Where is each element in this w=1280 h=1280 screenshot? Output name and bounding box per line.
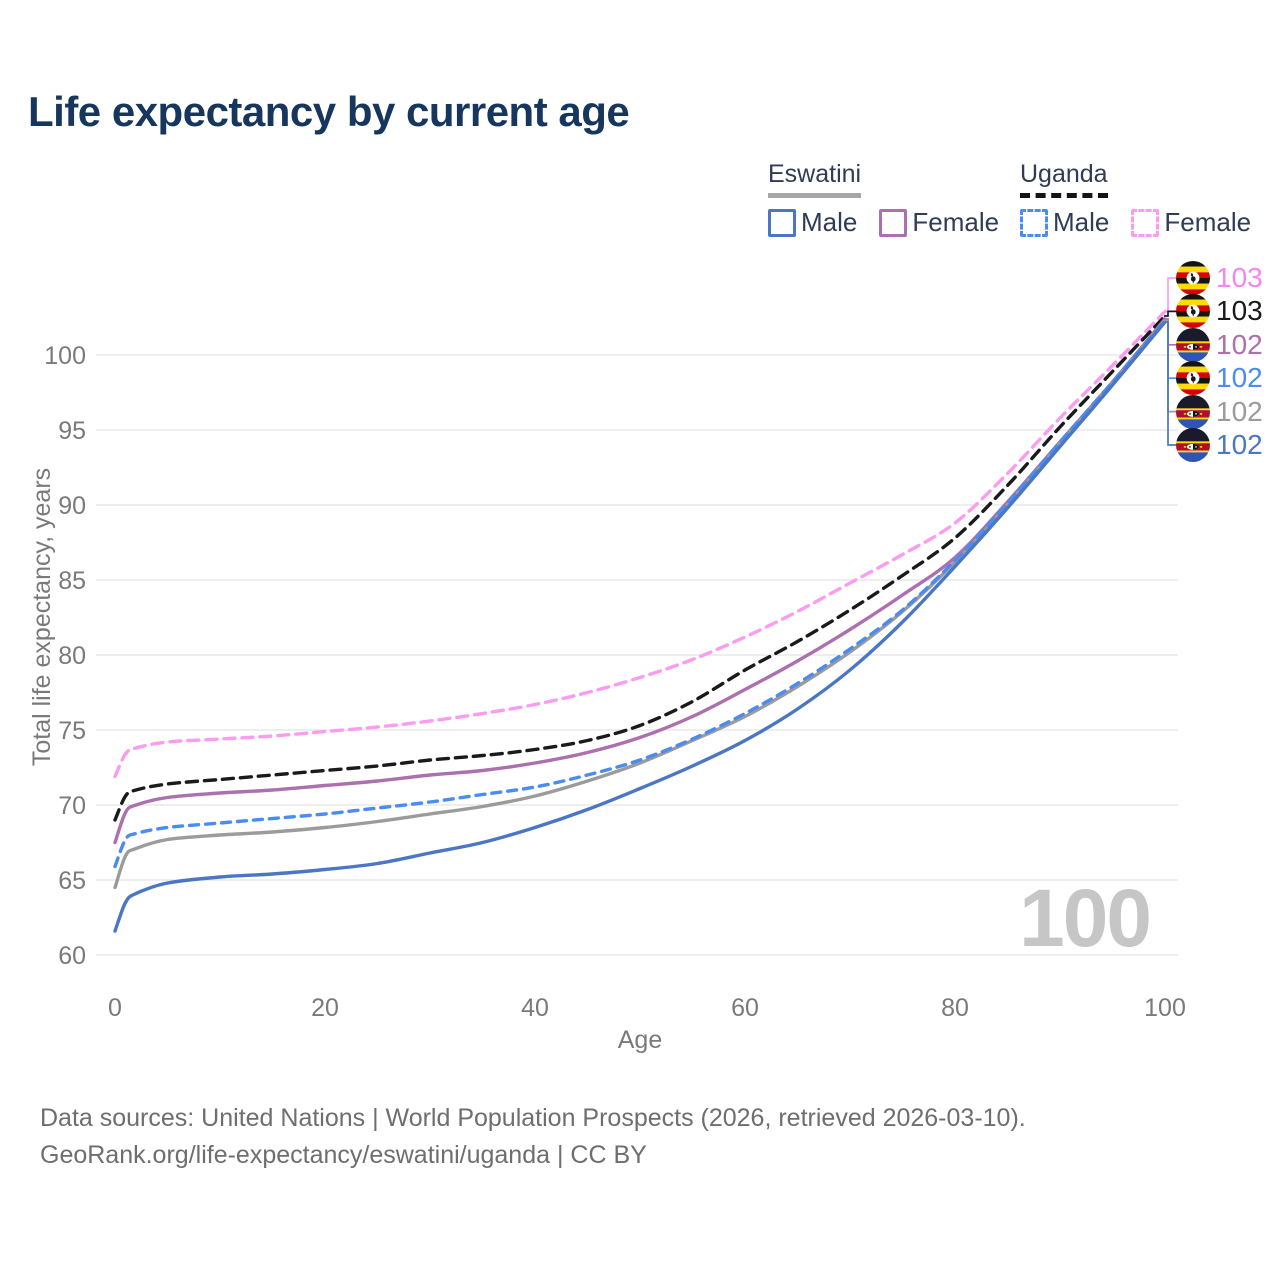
x-tick-100: 100: [1144, 994, 1186, 1022]
x-tick-60: 60: [731, 994, 759, 1022]
eswatini-flag-icon: [1176, 394, 1210, 429]
series-line-uganda-both-sexes[interactable]: [113, 314, 1167, 822]
axis-tick-labels: 60 65 70 75 80 85 90 95 100 0 20 40 60 80 100: [44, 342, 1186, 1022]
end-label-row-eswatini-male: 102: [1176, 428, 1263, 462]
x-axis-title: Age: [618, 1026, 662, 1054]
eswatini-flag-icon: [1176, 327, 1210, 362]
legend-item-eswatini-female[interactable]: Female: [879, 207, 999, 238]
end-label-value: 102: [1216, 429, 1263, 460]
y-tick-60: 60: [58, 942, 86, 970]
end-label-value: 103: [1216, 295, 1263, 327]
y-tick-65: 65: [58, 867, 86, 895]
end-label-leader-lines: [1164, 277, 1176, 446]
series-line-uganda-female[interactable]: [113, 309, 1167, 779]
legend-swatch-uganda-male: [1020, 208, 1048, 237]
series-line-eswatini-male[interactable]: [113, 320, 1167, 933]
end-label-row-eswatini-both-sexes: 102: [1176, 394, 1263, 429]
y-tick-85: 85: [58, 567, 86, 595]
legend-swatch-eswatini-male: [768, 208, 796, 237]
y-tick-90: 90: [58, 492, 86, 520]
leader-line-eswatini-male: [1164, 321, 1176, 446]
end-label-value: 102: [1216, 328, 1263, 360]
y-axis-title: Total life expectancy, years: [28, 468, 56, 766]
page-title: Life expectancy by current age: [28, 88, 630, 135]
end-label-value: 102: [1216, 362, 1263, 394]
x-tick-20: 20: [311, 994, 339, 1022]
series-lines: [113, 309, 1167, 933]
legend-swatch-eswatini-female: [879, 208, 908, 237]
y-tick-95: 95: [58, 417, 86, 445]
leader-line-uganda-female: [1164, 277, 1176, 313]
x-tick-80: 80: [941, 994, 969, 1022]
legend-group-eswatini: Eswatini Male Female: [768, 160, 999, 238]
end-label-row-uganda-female: 103: [1176, 261, 1263, 295]
footer-source-line: Data sources: United Nations | World Pop…: [40, 1104, 1026, 1132]
legend-label-uganda-male: Male: [1053, 207, 1110, 237]
legend-group-title-eswatini[interactable]: Eswatini: [768, 160, 862, 198]
end-label-value: 103: [1216, 262, 1263, 293]
legend-swatch-uganda-female: [1131, 208, 1160, 237]
legend-group-title-uganda[interactable]: Uganda: [1020, 160, 1108, 198]
uganda-flag-icon: [1176, 361, 1210, 396]
end-label-row-uganda-both-sexes: 103: [1176, 294, 1263, 329]
chart-canvas: 60 65 70 75 80 85 90 95 100 0 20 40 60 80 100 Age Tota…: [28, 277, 1186, 1054]
leader-line-eswatini-both-sexes: [1164, 319, 1176, 413]
legend-row-eswatini: Male Female: [768, 207, 999, 238]
eswatini-flag-icon: [1176, 428, 1210, 462]
y-tick-75: 75: [58, 717, 86, 745]
legend-row-uganda: Male Female: [1020, 207, 1251, 238]
leader-line-uganda-both-sexes: [1164, 310, 1176, 317]
end-label-row-uganda-male: 102: [1176, 361, 1263, 396]
y-tick-80: 80: [58, 642, 86, 670]
legend-group-uganda: Uganda Male Female: [1020, 160, 1251, 238]
legend-item-uganda-male[interactable]: Male: [1020, 207, 1109, 238]
x-tick-0: 0: [108, 994, 122, 1022]
footer-link-line: GeoRank.org/life-expectancy/eswatini/uga…: [40, 1141, 647, 1169]
y-tick-70: 70: [58, 792, 86, 820]
legend-item-eswatini-male[interactable]: Male: [768, 207, 857, 238]
end-label-value: 102: [1216, 395, 1263, 427]
current-age-indicator: 100: [1019, 873, 1152, 964]
legend-label-eswatini-female: Female: [912, 207, 1000, 237]
series-line-eswatini-both-sexes[interactable]: [113, 318, 1167, 890]
series-line-uganda-male[interactable]: [113, 318, 1167, 869]
end-label-row-eswatini-female: 102: [1176, 327, 1263, 362]
legend-label-eswatini-male: Male: [801, 207, 858, 237]
uganda-flag-icon: [1176, 261, 1210, 295]
uganda-flag-icon: [1176, 294, 1210, 329]
leader-line-uganda-male: [1164, 319, 1176, 380]
y-tick-100: 100: [44, 342, 86, 370]
gridlines: [96, 354, 1178, 956]
x-tick-40: 40: [521, 994, 549, 1022]
legend-label-uganda-female: Female: [1164, 207, 1252, 237]
legend-item-uganda-female[interactable]: Female: [1131, 207, 1251, 238]
